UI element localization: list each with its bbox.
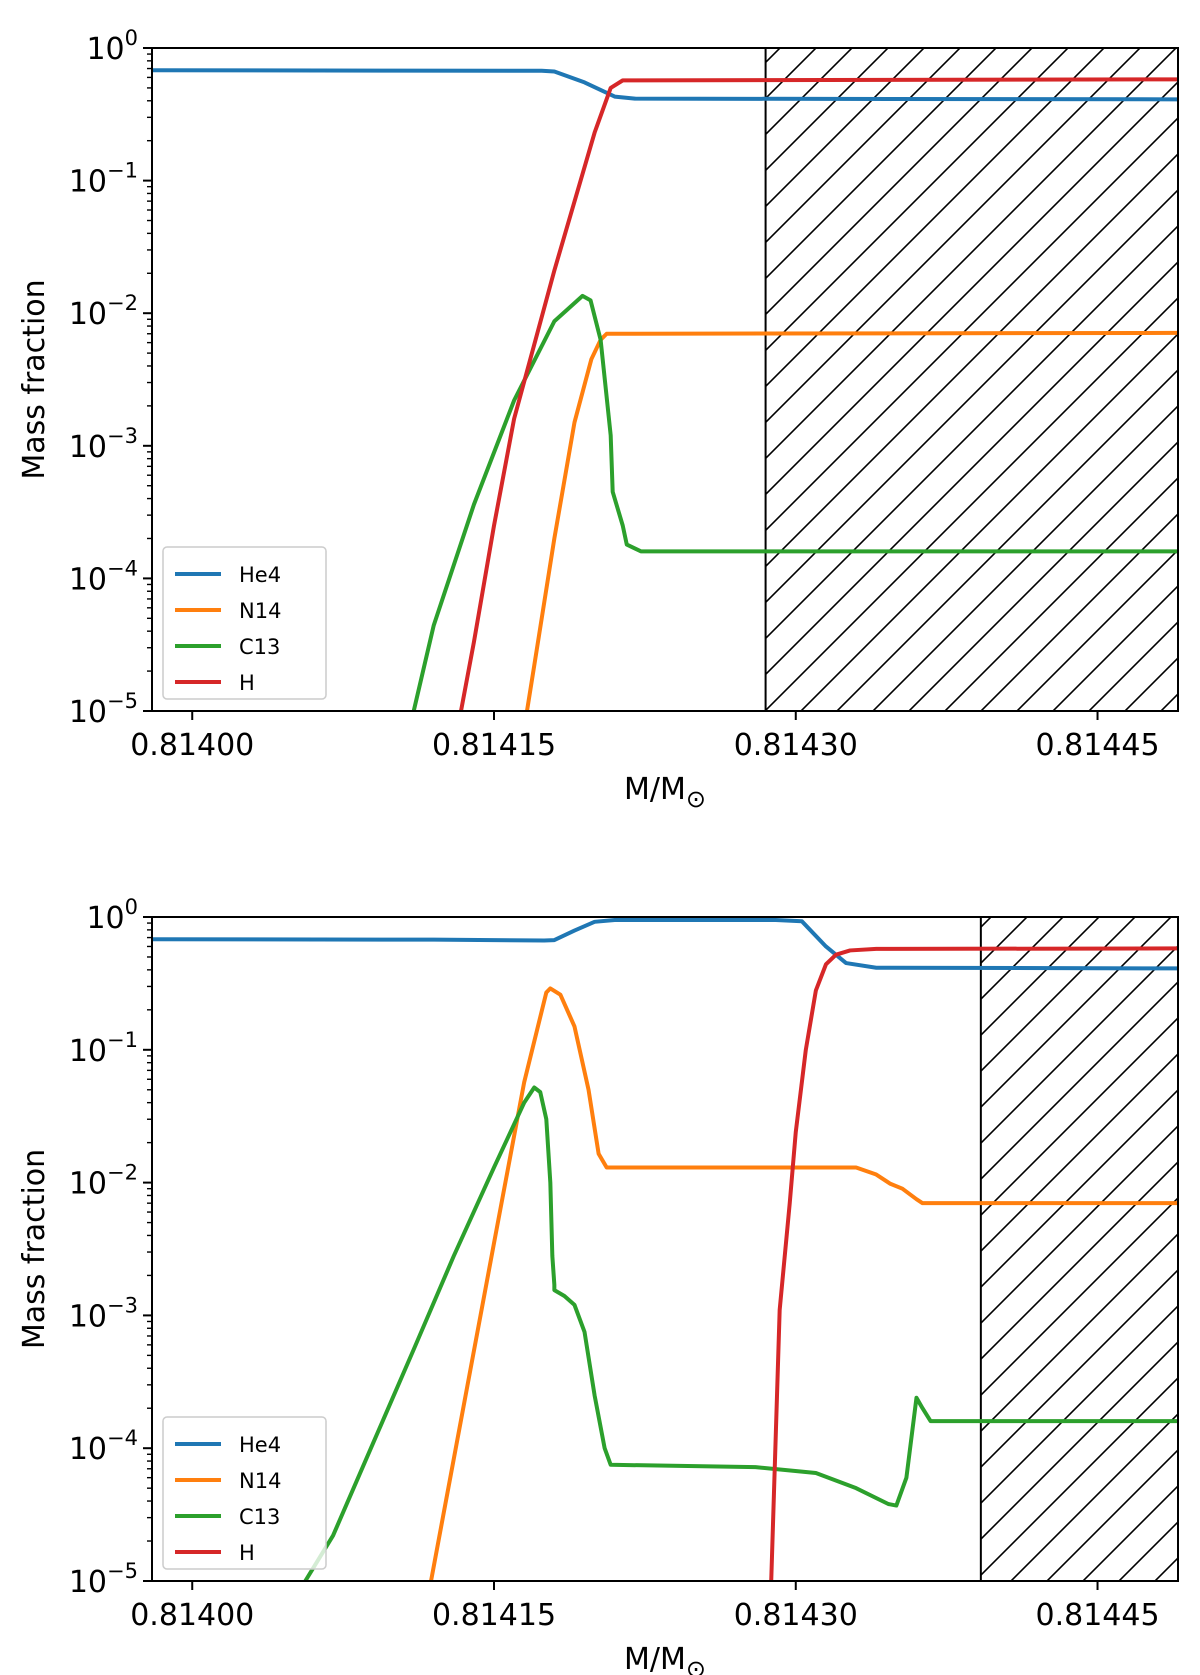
series-line-he4: [152, 68, 1178, 102]
x-axis-label: M/M⊙: [624, 772, 706, 813]
x-tick-label: 0.81445: [1035, 1598, 1159, 1633]
y-tick-label: 10−5: [69, 1559, 138, 1600]
x-tick-label: 0.81400: [130, 728, 254, 763]
legend-label-h: H: [239, 671, 255, 695]
y-tick-label: 10−4: [69, 556, 138, 597]
y-axis-label: Mass fraction: [17, 279, 52, 479]
x-tick-label: 0.81415: [432, 1598, 556, 1633]
legend-label-n14: N14: [239, 599, 281, 623]
x-tick-label: 0.81400: [130, 1598, 254, 1633]
chart-top: 0.81400 0.81415 0.81430 0.81445 100 10−1 10−2 1…: [17, 26, 1179, 813]
y-tick-label: 100: [86, 895, 138, 936]
y-tick-label: 10−3: [69, 424, 138, 465]
series-line-n14: [524, 330, 1178, 711]
series-line-h: [769, 946, 1178, 1581]
y-tick-label: 10−1: [69, 159, 138, 200]
legend-label-h: H: [239, 1541, 255, 1565]
legend: He4 N14 C13 H: [162, 1416, 327, 1570]
y-tick-label: 10−2: [69, 291, 138, 332]
x-tick-label: 0.81415: [432, 728, 556, 763]
y-tick-label: 10−1: [69, 1028, 138, 1069]
y-tick-label: 10−3: [69, 1293, 138, 1334]
legend-label-c13: C13: [239, 1505, 280, 1529]
legend-label-c13: C13: [239, 635, 280, 659]
hatched-region: [765, 48, 1178, 711]
chart-bottom: 0.81400 0.81415 0.81430 0.81445 100 10−1 10−2 1…: [17, 895, 1179, 1675]
series-line-h: [459, 77, 1178, 711]
x-tick-label: 0.81430: [734, 728, 858, 763]
y-tick-label: 10−5: [69, 689, 138, 730]
legend-label-he4: He4: [239, 563, 281, 587]
y-tick-label: 10−4: [69, 1426, 138, 1467]
x-tick-label: 0.81430: [734, 1598, 858, 1633]
legend-box: [162, 546, 327, 700]
series-line-c13: [303, 1085, 1178, 1581]
legend-box: [162, 1416, 327, 1570]
legend-label-n14: N14: [239, 1469, 281, 1493]
series-line-c13: [411, 293, 1178, 711]
legend-label-he4: He4: [239, 1433, 281, 1457]
axes-frame: [151, 47, 1179, 712]
series-line-he4: [152, 917, 1178, 971]
axes-frame: [151, 916, 1179, 1582]
x-axis-label: M/M⊙: [624, 1642, 706, 1675]
hatched-region: [980, 917, 1178, 1581]
legend: He4 N14 C13 H: [162, 546, 327, 700]
y-axis-label: Mass fraction: [17, 1149, 52, 1349]
y-tick-label: 100: [86, 26, 138, 67]
x-tick-label: 0.81445: [1035, 728, 1159, 763]
y-tick-label: 10−2: [69, 1161, 138, 1202]
